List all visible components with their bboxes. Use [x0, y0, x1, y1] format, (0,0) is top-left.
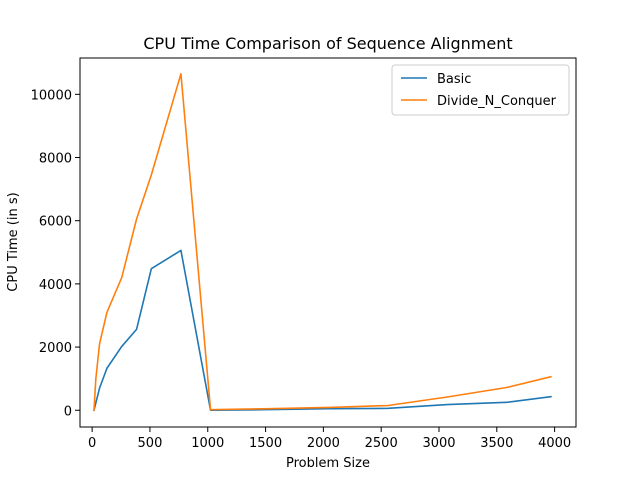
y-tick-label: 0	[64, 404, 72, 419]
y-tick-label: 6000	[39, 215, 72, 230]
y-tick-label: 8000	[39, 152, 72, 167]
chart-title: CPU Time Comparison of Sequence Alignmen…	[143, 34, 512, 53]
x-tick-label: 2000	[307, 436, 340, 451]
x-axis: 0 500 1000 1500 2000 2500 3000 3500 4000	[88, 427, 571, 451]
x-axis-label: Problem Size	[286, 456, 370, 471]
y-axis-label: CPU Time (in s)	[6, 192, 21, 291]
legend-label: Divide_N_Conquer	[437, 94, 557, 109]
plot-area	[93, 73, 552, 412]
y-tick-label: 10000	[31, 88, 72, 103]
axes-frame	[79, 57, 577, 428]
legend-label: Basic	[437, 72, 471, 87]
y-axis: 0 2000 4000 6000 8000 10000	[31, 88, 80, 419]
x-tick-label: 500	[138, 436, 163, 451]
y-tick-label: 4000	[39, 278, 72, 293]
x-tick-label: 1500	[249, 436, 282, 451]
x-tick-label: 3500	[480, 436, 513, 451]
x-tick-label: 1000	[191, 436, 224, 451]
legend-box	[391, 64, 570, 116]
x-tick-label: 4000	[538, 436, 571, 451]
x-tick-label: 0	[88, 436, 96, 451]
series-line-basic	[93, 249, 552, 412]
x-tick-label: 3000	[422, 436, 455, 451]
legend: Basic Divide_N_Conquer	[391, 64, 570, 116]
series-line-divide-n-conquer	[93, 73, 552, 412]
x-tick-label: 2500	[365, 436, 398, 451]
y-tick-label: 2000	[39, 341, 72, 356]
